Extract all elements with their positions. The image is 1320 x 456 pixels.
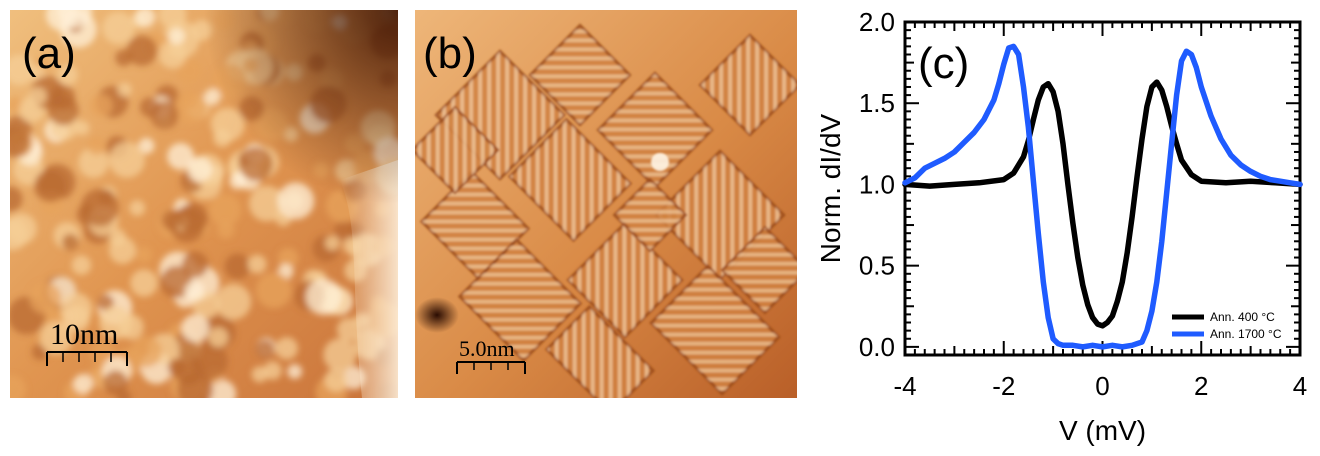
- x-tick-label: 2: [1194, 371, 1208, 401]
- axis-ticks: [904, 21, 1301, 355]
- stripe-domain: [528, 23, 632, 127]
- stripe-domain: [457, 237, 583, 363]
- y-tick-label: 0.5: [859, 251, 895, 281]
- panel-c-label: (c): [918, 39, 969, 88]
- x-tick-label: -2: [992, 371, 1015, 401]
- y-tick-label: 1.0: [859, 169, 895, 199]
- legend-label: Ann. 1700 °C: [1210, 327, 1282, 341]
- stripe-domain: [566, 221, 684, 339]
- y-tick-label: 2.0: [859, 7, 895, 37]
- scale-bar-a: 10nm: [46, 318, 128, 366]
- stripe-domain: [544, 304, 656, 398]
- y-tick-label: 1.5: [859, 88, 895, 118]
- legend: Ann. 400 °C Ann. 1700 °C: [1172, 310, 1282, 341]
- x-tick-label: -4: [893, 371, 916, 401]
- x-tick-label: 0: [1095, 371, 1109, 401]
- series-line-1: [902, 43, 1303, 350]
- stripe-domain: [698, 33, 797, 137]
- x-tick-label: 4: [1293, 371, 1307, 401]
- spectra-chart: -4 -2 0 2 4 0.0 0.5 1.0 1.5 2.0 V (mV) Norm. dI/d…: [800, 0, 1320, 456]
- scale-bar-a-label: 10nm: [50, 318, 118, 351]
- scale-bar-b-label: 5.0nm: [459, 336, 515, 361]
- stripe-domain: [596, 71, 714, 189]
- stm-image-b: (b) 5.0nm: [415, 10, 797, 398]
- series-line-0: [902, 79, 1303, 329]
- stm-image-a-canvas: (a) 10nm: [10, 10, 398, 398]
- legend-label: Ann. 400 °C: [1210, 310, 1275, 324]
- stripe-domain: [649, 264, 781, 396]
- stripe-domain: [612, 177, 688, 253]
- panel-a-label: (a): [22, 29, 76, 78]
- scale-bar-b: 5.0nm: [456, 336, 526, 374]
- stm-image-a: (a) 10nm: [10, 10, 398, 398]
- tick-labels: -4 -2 0 2 4 0.0 0.5 1.0 1.5 2.0: [859, 7, 1307, 401]
- x-axis-label: V (mV): [1059, 415, 1146, 446]
- stripe-domain: [507, 117, 633, 243]
- stripe-domain: [720, 225, 797, 315]
- series-layer: [902, 43, 1303, 350]
- stripe-domain: [415, 105, 500, 195]
- y-axis-label: Norm. dI/dV: [815, 113, 846, 263]
- spectra-chart-svg: -4 -2 0 2 4 0.0 0.5 1.0 1.5 2.0 V (mV) Norm. dI/d…: [815, 7, 1307, 446]
- stm-image-b-canvas: (b) 5.0nm: [415, 10, 797, 398]
- panel-b-label: (b): [423, 29, 477, 78]
- y-tick-label: 0.0: [859, 332, 895, 362]
